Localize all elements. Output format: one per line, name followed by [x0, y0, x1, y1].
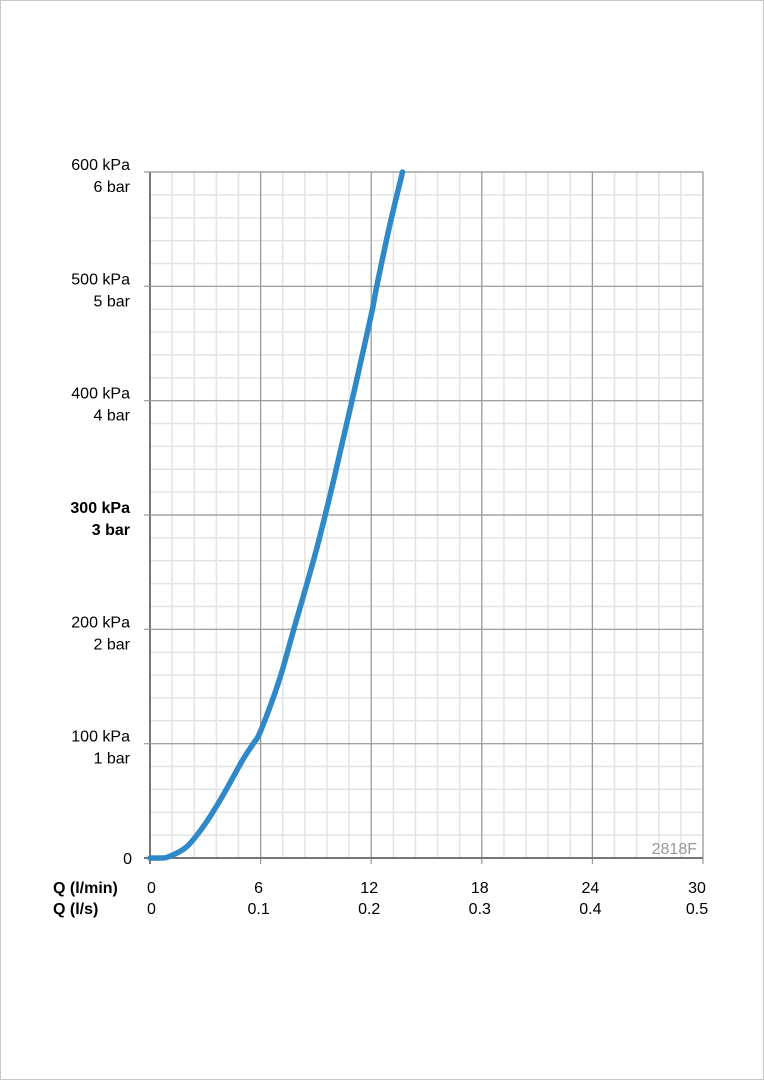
- y-tick-label-bar: 1 bar: [94, 751, 131, 768]
- major-grid: [144, 171, 704, 864]
- x-tick-label: 0.2: [358, 901, 380, 918]
- y-tick-label-kpa: 500 kPa: [71, 271, 130, 288]
- series-group: [147, 169, 406, 861]
- y-tick-label-kpa: 300 kPa: [70, 500, 130, 517]
- y-tick-label-bar: 6 bar: [94, 179, 131, 196]
- y-tick-label-bar: 3 bar: [92, 522, 130, 539]
- x-tick-label: 0.1: [247, 901, 269, 918]
- x-tick-label: 6: [254, 880, 263, 897]
- x-tick-label: 0.3: [469, 901, 491, 918]
- chart-code-label: 2818F: [652, 841, 698, 858]
- y-tick-label-kpa: 600 kPa: [71, 157, 130, 174]
- x-tick-label: 0: [147, 901, 156, 918]
- y-tick-label-kpa: 0: [123, 851, 132, 868]
- x-tick-label: 0: [147, 880, 156, 897]
- y-tick-label-kpa: 400 kPa: [71, 386, 130, 403]
- y-tick-label-bar: 5 bar: [94, 293, 131, 310]
- y-tick-label-bar: 4 bar: [94, 408, 131, 425]
- y-tick-label-kpa: 200 kPa: [71, 614, 130, 631]
- series-line: [147, 169, 406, 861]
- x-axis-row-label: Q (l/min): [53, 880, 118, 897]
- x-tick-label: 0.4: [579, 901, 601, 918]
- axis-labels: 0 100 kPa 1 bar 200 kPa 2 bar 300 kPa 3 bar 400…: [53, 157, 708, 918]
- x-tick-label: 0.5: [686, 901, 708, 918]
- x-tick-label: 30: [688, 880, 706, 897]
- x-tick-label: 12: [360, 880, 378, 897]
- x-tick-label: 24: [582, 880, 600, 897]
- y-tick-label-bar: 2 bar: [94, 636, 131, 653]
- x-axis-row-label: Q (l/s): [53, 901, 98, 918]
- y-tick-label-kpa: 100 kPa: [71, 729, 130, 746]
- x-tick-label: 18: [471, 880, 489, 897]
